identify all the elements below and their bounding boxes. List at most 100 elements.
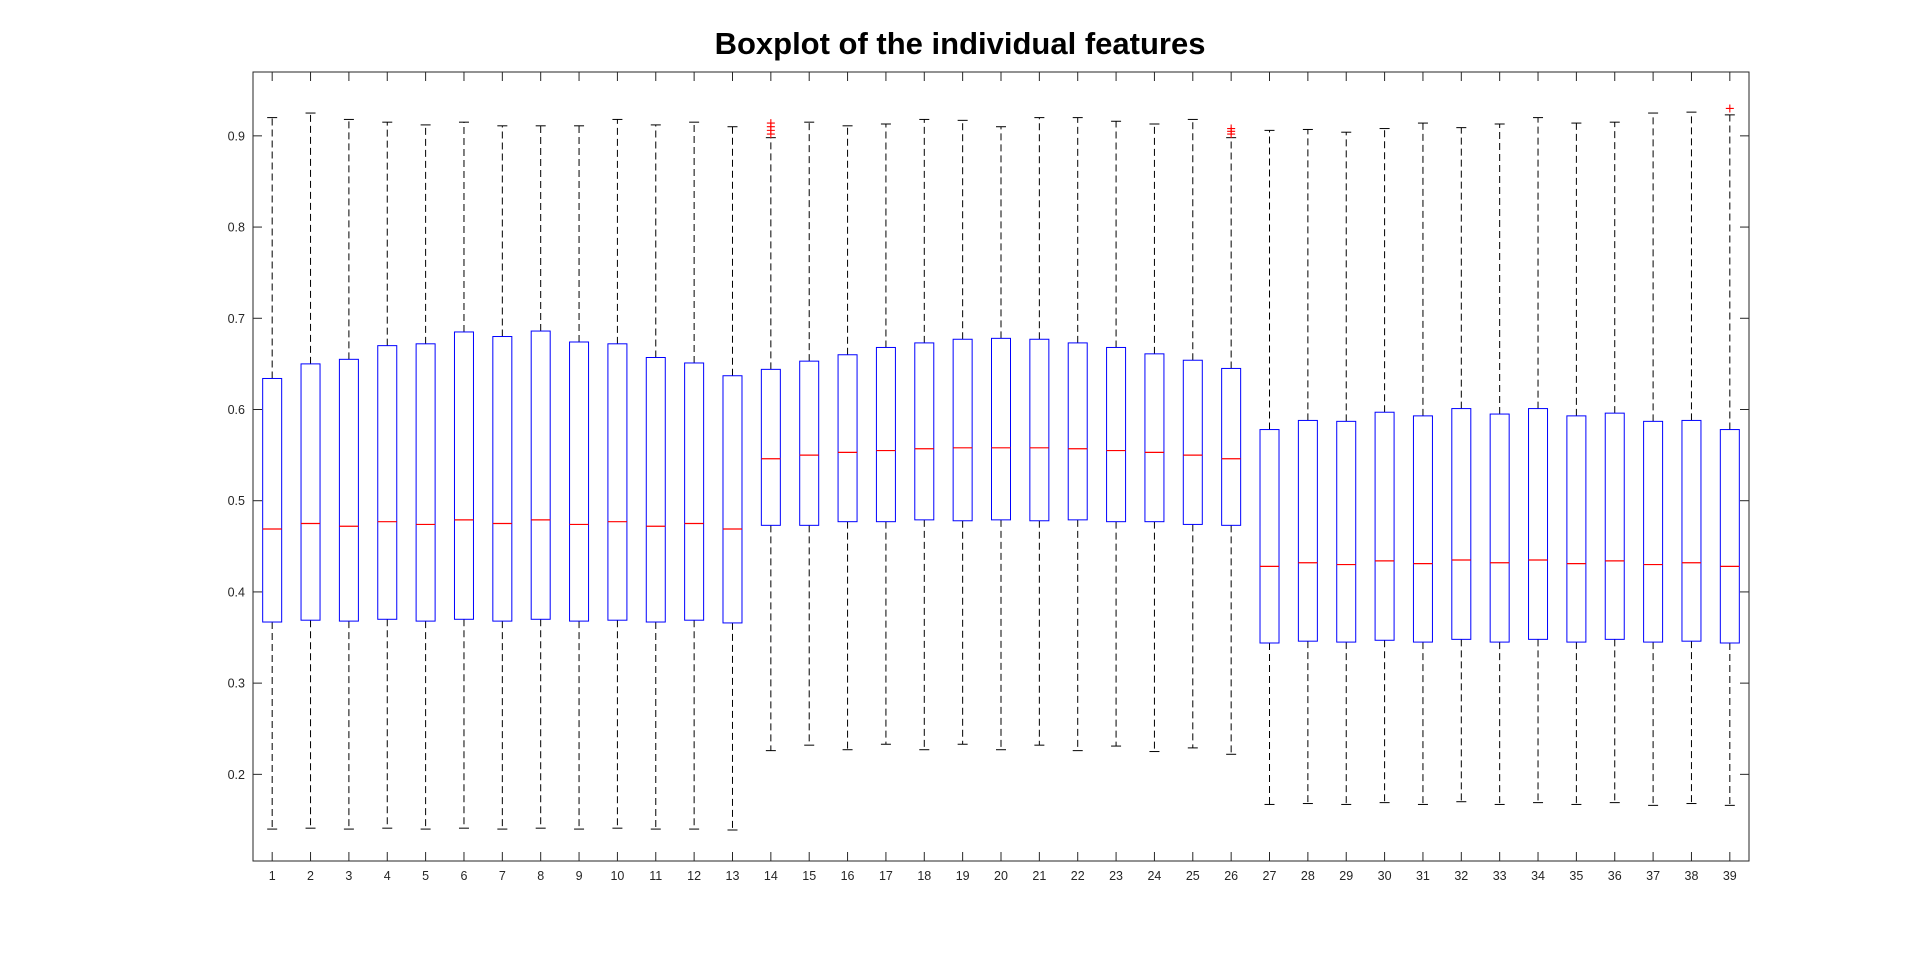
box	[684, 362, 705, 621]
outlier-marker	[766, 119, 775, 128]
x-tick-label: 19	[956, 869, 970, 883]
x-tick-label: 33	[1493, 869, 1507, 883]
x-tick-label: 6	[460, 869, 467, 883]
box-group	[453, 121, 474, 829]
x-tick-label: 23	[1109, 869, 1123, 883]
box	[415, 343, 436, 622]
box-group	[338, 118, 359, 830]
x-tick-label: 1	[269, 869, 276, 883]
box-group	[1412, 122, 1433, 805]
x-tick-label: 12	[687, 869, 701, 883]
x-tick-label: 21	[1032, 869, 1046, 883]
box-group	[684, 121, 705, 830]
box-group	[1182, 118, 1203, 749]
box	[799, 360, 820, 526]
x-tick-label: 4	[384, 869, 391, 883]
box	[722, 375, 743, 624]
box	[1681, 419, 1702, 642]
box-group	[1144, 123, 1165, 753]
box	[1182, 359, 1203, 525]
chart-axes: 0.20.30.40.50.60.70.80.91 2 3 4 5 6 7 8 9 10 11 12 1…	[228, 71, 1750, 883]
box-group	[1528, 117, 1549, 804]
x-tick-label: 17	[879, 869, 893, 883]
box	[1374, 411, 1395, 641]
box-group	[1681, 111, 1702, 805]
box	[914, 342, 935, 521]
box-group	[722, 126, 743, 831]
box	[1528, 408, 1549, 640]
box-group	[262, 117, 283, 830]
box-group	[1297, 128, 1318, 805]
box-group	[952, 119, 973, 745]
box	[569, 341, 590, 622]
y-tick-label: 0.3	[228, 677, 245, 691]
x-tick-label: 34	[1531, 869, 1545, 883]
box-group	[991, 126, 1011, 751]
x-tick-label: 39	[1723, 869, 1737, 883]
box	[262, 377, 283, 623]
y-tick-label: 0.2	[228, 768, 245, 782]
x-tick-label: 20	[994, 869, 1008, 883]
x-tick-label: 28	[1301, 869, 1315, 883]
x-tick-label: 27	[1263, 869, 1277, 883]
box	[1566, 415, 1587, 643]
y-tick-label: 0.4	[228, 585, 245, 599]
box-group	[1604, 121, 1625, 804]
x-tick-label: 8	[537, 869, 544, 883]
x-tick-label: 7	[499, 869, 506, 883]
box-group	[300, 112, 321, 829]
box	[1221, 367, 1242, 526]
x-tick-label: 16	[841, 869, 855, 883]
x-tick-label: 14	[764, 869, 778, 883]
box-group	[1451, 127, 1472, 803]
box-group	[837, 125, 858, 751]
box	[1604, 412, 1625, 640]
box-group	[1643, 112, 1664, 806]
x-tick-label: 25	[1186, 869, 1200, 883]
box	[338, 358, 359, 622]
box	[1489, 413, 1510, 643]
outlier-marker	[1227, 124, 1236, 133]
box	[1144, 353, 1165, 523]
box-group	[875, 123, 896, 745]
box-group	[1259, 129, 1280, 805]
x-tick-label: 3	[345, 869, 352, 883]
y-tick-label: 0.7	[228, 312, 245, 326]
box-group	[1221, 124, 1242, 755]
box	[1451, 408, 1472, 640]
x-tick-label: 13	[726, 869, 740, 883]
y-tick-label: 0.6	[228, 403, 245, 417]
box-group	[415, 124, 436, 830]
box-group	[1566, 122, 1587, 805]
box	[377, 345, 398, 620]
x-tick-label: 36	[1608, 869, 1622, 883]
chart-marks	[262, 104, 1740, 831]
x-tick-label: 5	[422, 869, 429, 883]
box	[645, 356, 666, 623]
x-tick-label: 31	[1416, 869, 1430, 883]
y-tick-label: 0.8	[228, 221, 245, 235]
box-group	[569, 125, 590, 830]
x-tick-label: 29	[1339, 869, 1353, 883]
box	[1067, 342, 1088, 521]
box	[760, 368, 781, 526]
x-tick-label: 15	[802, 869, 816, 883]
x-tick-label: 38	[1685, 869, 1699, 883]
box-group	[377, 121, 398, 829]
box	[1719, 429, 1740, 644]
box	[453, 331, 474, 620]
box-group	[760, 119, 781, 752]
box	[1643, 420, 1664, 643]
x-tick-label: 9	[576, 869, 583, 883]
box-group	[530, 125, 551, 829]
box	[837, 354, 858, 523]
box	[492, 336, 513, 622]
box-group	[799, 121, 820, 746]
x-tick-label: 35	[1569, 869, 1583, 883]
box-group	[1067, 117, 1088, 752]
x-tick-label: 32	[1454, 869, 1468, 883]
box	[991, 337, 1011, 521]
x-tick-label: 37	[1646, 869, 1660, 883]
x-tick-label: 10	[610, 869, 624, 883]
